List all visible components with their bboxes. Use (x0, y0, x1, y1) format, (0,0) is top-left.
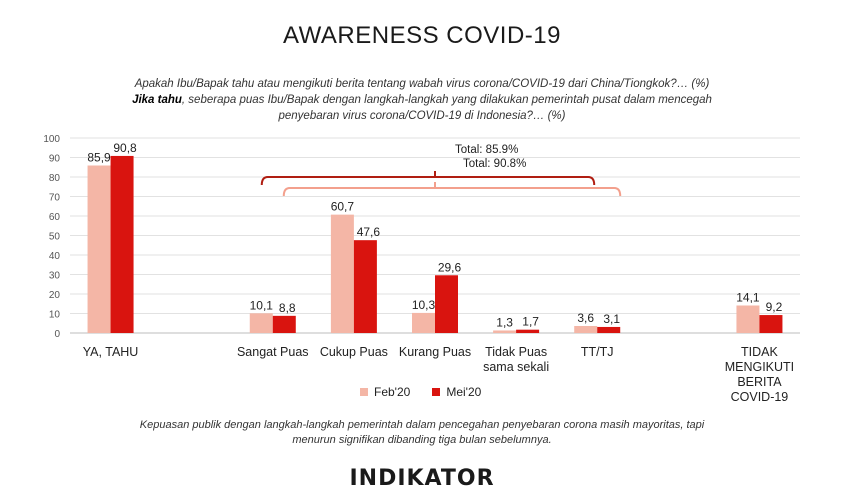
bar-mei (516, 329, 540, 333)
bar-mei (272, 315, 296, 333)
x-tick-label: Kurang Puas (399, 345, 471, 359)
y-tick-label: 70 (49, 193, 61, 204)
bar-feb (330, 214, 354, 333)
x-tick-label: Cukup Puas (320, 345, 388, 359)
x-tick-label: TT/TJ (581, 345, 614, 359)
y-tick-label: 60 (49, 212, 61, 223)
bar-feb (574, 325, 598, 333)
x-tick-label: TIDAK (741, 345, 778, 359)
question-line-3: penyebaran virus corona/COVID-19 di Indo… (278, 110, 566, 122)
y-tick-label: 40 (49, 251, 61, 262)
bar-feb (87, 165, 111, 333)
question-line-2-bold: Jika tahu (132, 94, 182, 106)
x-tick-label: MENGIKUTI (725, 360, 794, 374)
question-line-1: Apakah Ibu/Bapak tahu atau mengikuti ber… (134, 78, 710, 90)
data-label-mei: 3,1 (603, 312, 620, 326)
y-tick-label: 0 (54, 329, 60, 340)
indikator-logo: INDIKATOR (349, 466, 495, 491)
x-tick-label: BERITA (737, 375, 782, 389)
chart-title: AWARENESS COVID-19 (283, 22, 561, 49)
data-label-feb: 14,1 (736, 291, 760, 305)
data-label-mei: 9,2 (766, 300, 783, 314)
legend-item-mei: Mei'20 (432, 385, 481, 399)
y-tick-label: 10 (49, 310, 61, 321)
chart-legend: Feb'20 Mei'20 (360, 385, 481, 399)
footnote-line-2: menurun signifikan dibanding tiga bulan … (292, 434, 552, 446)
x-tick-label: sama sekali (483, 360, 549, 374)
legend-label-feb: Feb'20 (374, 385, 411, 399)
data-label-mei: 8,8 (279, 301, 296, 315)
y-tick-label: 80 (49, 173, 61, 184)
bar-mei (597, 326, 621, 333)
bracket-mei (282, 187, 622, 197)
annotation-total-feb: Total: 85.9% (455, 144, 518, 156)
annotation-total-mei: Total: 90.8% (463, 158, 526, 170)
y-tick-label: 20 (49, 290, 61, 301)
data-label-mei: 90,8 (113, 141, 137, 155)
y-tick-label: 90 (49, 154, 61, 165)
question-line-2: Jika tahu, seberapa puas Ibu/Bapak denga… (60, 92, 784, 108)
y-tick-label: 30 (49, 271, 61, 282)
bar-chart: 0 10 20 30 40 50 60 70 80 90 100 85,990,8 YA, TAHU 10… (43, 134, 800, 404)
data-label-feb: 1,3 (496, 315, 513, 329)
bracket-feb (260, 176, 596, 186)
data-label-feb: 10,1 (250, 298, 274, 312)
legend-swatch-feb (360, 388, 368, 396)
bar-mei (110, 155, 134, 333)
legend-item-feb: Feb'20 (360, 385, 410, 399)
data-label-feb: 10,3 (412, 298, 436, 312)
y-tick-label: 50 (49, 232, 61, 243)
y-tick-label: 100 (43, 134, 60, 145)
bar-mei (759, 315, 783, 333)
question-line-2-rest: , seberapa puas Ibu/Bapak dengan langkah… (181, 94, 712, 106)
x-tick-label: YA, TAHU (83, 345, 139, 359)
legend-label-mei: Mei'20 (446, 385, 482, 399)
x-tick-label: Sangat Puas (237, 345, 309, 359)
data-label-mei: 1,7 (522, 315, 539, 329)
bar-mei (435, 275, 458, 333)
bar-mei (353, 240, 377, 333)
data-label-mei: 47,6 (357, 225, 381, 239)
bar-feb (493, 330, 517, 333)
footnote-line-1: Kepuasan publik dengan langkah-langkah p… (139, 419, 705, 431)
data-label-feb: 60,7 (331, 200, 355, 214)
data-label-feb: 3,6 (577, 311, 594, 325)
bar-feb (412, 312, 435, 333)
legend-swatch-mei (432, 388, 441, 396)
x-tick-label: Tidak Puas (485, 345, 547, 359)
bar-feb (736, 305, 760, 333)
bar-feb (249, 313, 273, 333)
x-tick-label: COVID-19 (731, 390, 789, 404)
data-label-mei: 29,6 (438, 260, 462, 274)
data-label-feb: 85,9 (87, 150, 111, 164)
